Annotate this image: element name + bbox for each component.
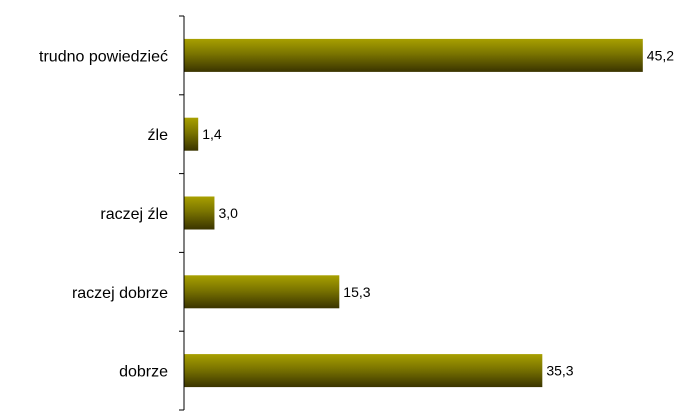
bar-4	[184, 354, 543, 388]
category-label-2: raczej źle	[100, 206, 168, 223]
category-label-0: trudno powiedzieć	[39, 48, 168, 65]
bars-group	[184, 38, 643, 388]
value-label-0: 45,2	[647, 47, 674, 63]
labels-group: trudno powiedzieć 45,2 źle 1,4 raczej źle 3,0…	[39, 47, 674, 380]
value-label-4: 35,3	[546, 363, 573, 379]
value-label-3: 15,3	[343, 284, 370, 300]
category-label-1: źle	[148, 127, 169, 144]
value-label-2: 3,0	[218, 205, 238, 221]
y-axis-group	[179, 15, 185, 411]
value-label-1: 1,4	[202, 126, 222, 142]
category-label-3: raczej dobrze	[72, 285, 168, 302]
category-label-4: dobrze	[119, 364, 168, 381]
bar-0	[184, 38, 643, 72]
bar-3	[184, 275, 340, 309]
bar-1	[184, 117, 199, 151]
bar-2	[184, 196, 215, 230]
